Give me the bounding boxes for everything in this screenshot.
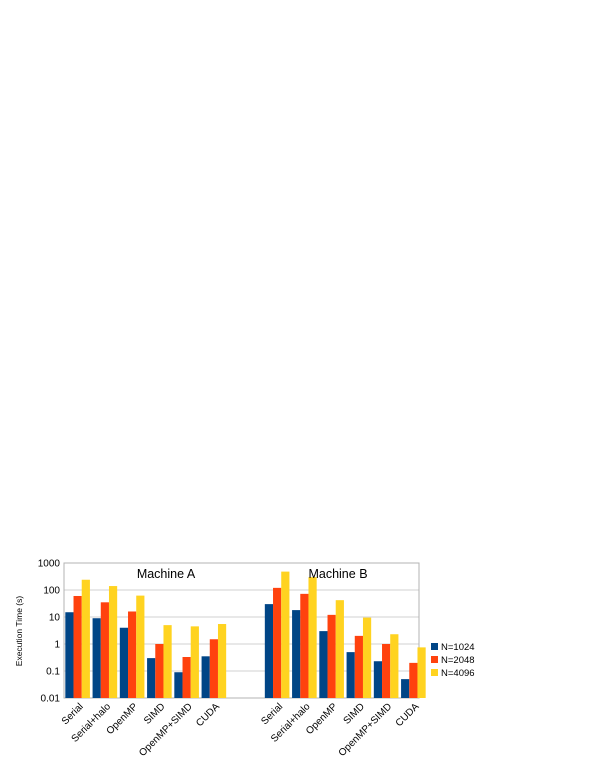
y-axis-title: Execution Time (s) [14,596,24,667]
bar-n-1024 [346,652,355,698]
x-tick-label: CUDA [194,701,222,729]
bar-n-4096 [308,577,317,698]
bar-n-1024 [319,631,328,698]
y-tick-label: 0.1 [46,667,60,678]
bar-n-1024 [201,656,210,698]
bar-n-4096 [335,600,344,698]
bar-n-1024 [147,658,156,698]
y-tick-label: 0.01 [41,694,61,705]
bar-n-2048 [382,644,391,698]
legend: N=1024 N=2048 N=4096 [431,642,475,679]
bar-n-4096 [81,579,90,698]
bar-n-2048 [354,635,363,698]
bar-n-1024 [264,604,274,698]
legend-swatch [431,643,438,650]
bar-n-4096 [417,647,426,698]
bar-n-1024 [92,618,101,698]
bar-n-2048 [155,644,164,698]
y-tick-label: 1000 [38,559,61,570]
y-tick-label: 10 [49,613,61,624]
y-axis: 0.01 0.1 1 10 100 1000 [38,559,61,705]
bar-n-4096 [163,625,172,698]
bar-n-2048 [100,602,109,698]
x-tick-label: SIMD [342,701,367,726]
bar-n-1024 [373,661,383,698]
bar-n-4096 [217,624,227,698]
plot-frame [63,562,420,699]
bar-n-2048 [300,593,309,698]
bar-n-2048 [128,611,137,698]
legend-swatch [431,656,438,663]
bar-n-2048 [327,614,336,698]
x-tick-label: CUDA [394,701,422,729]
group-labels: Machine A Machine B [137,567,368,581]
bar-n-4096 [136,595,145,698]
bar-n-4096 [362,617,372,698]
legend-label: N=4096 [441,668,475,679]
bar-n-1024 [174,672,183,698]
bars [65,571,426,698]
bar-n-1024 [65,612,74,698]
bar-n-2048 [73,595,82,698]
bar-n-4096 [281,571,290,698]
x-tick-label: SIMD [142,701,167,726]
legend-swatch [431,669,438,676]
bar-n-2048 [182,657,191,698]
bar-n-4096 [190,626,199,698]
group-label: Machine A [137,567,196,581]
bar-n-2048 [409,662,418,698]
legend-label: N=1024 [441,642,475,653]
bar-n-2048 [273,587,282,698]
legend-label: N=2048 [441,655,475,666]
bar-n-4096 [108,586,118,698]
bar-n-1024 [292,610,301,698]
y-tick-label: 100 [43,586,60,597]
bar-n-4096 [390,634,399,698]
group-label: Machine B [308,567,367,581]
bar-n-2048 [209,639,218,698]
y-tick-label: 1 [54,640,60,651]
bar-n-1024 [401,679,410,698]
bar-n-1024 [119,627,129,698]
